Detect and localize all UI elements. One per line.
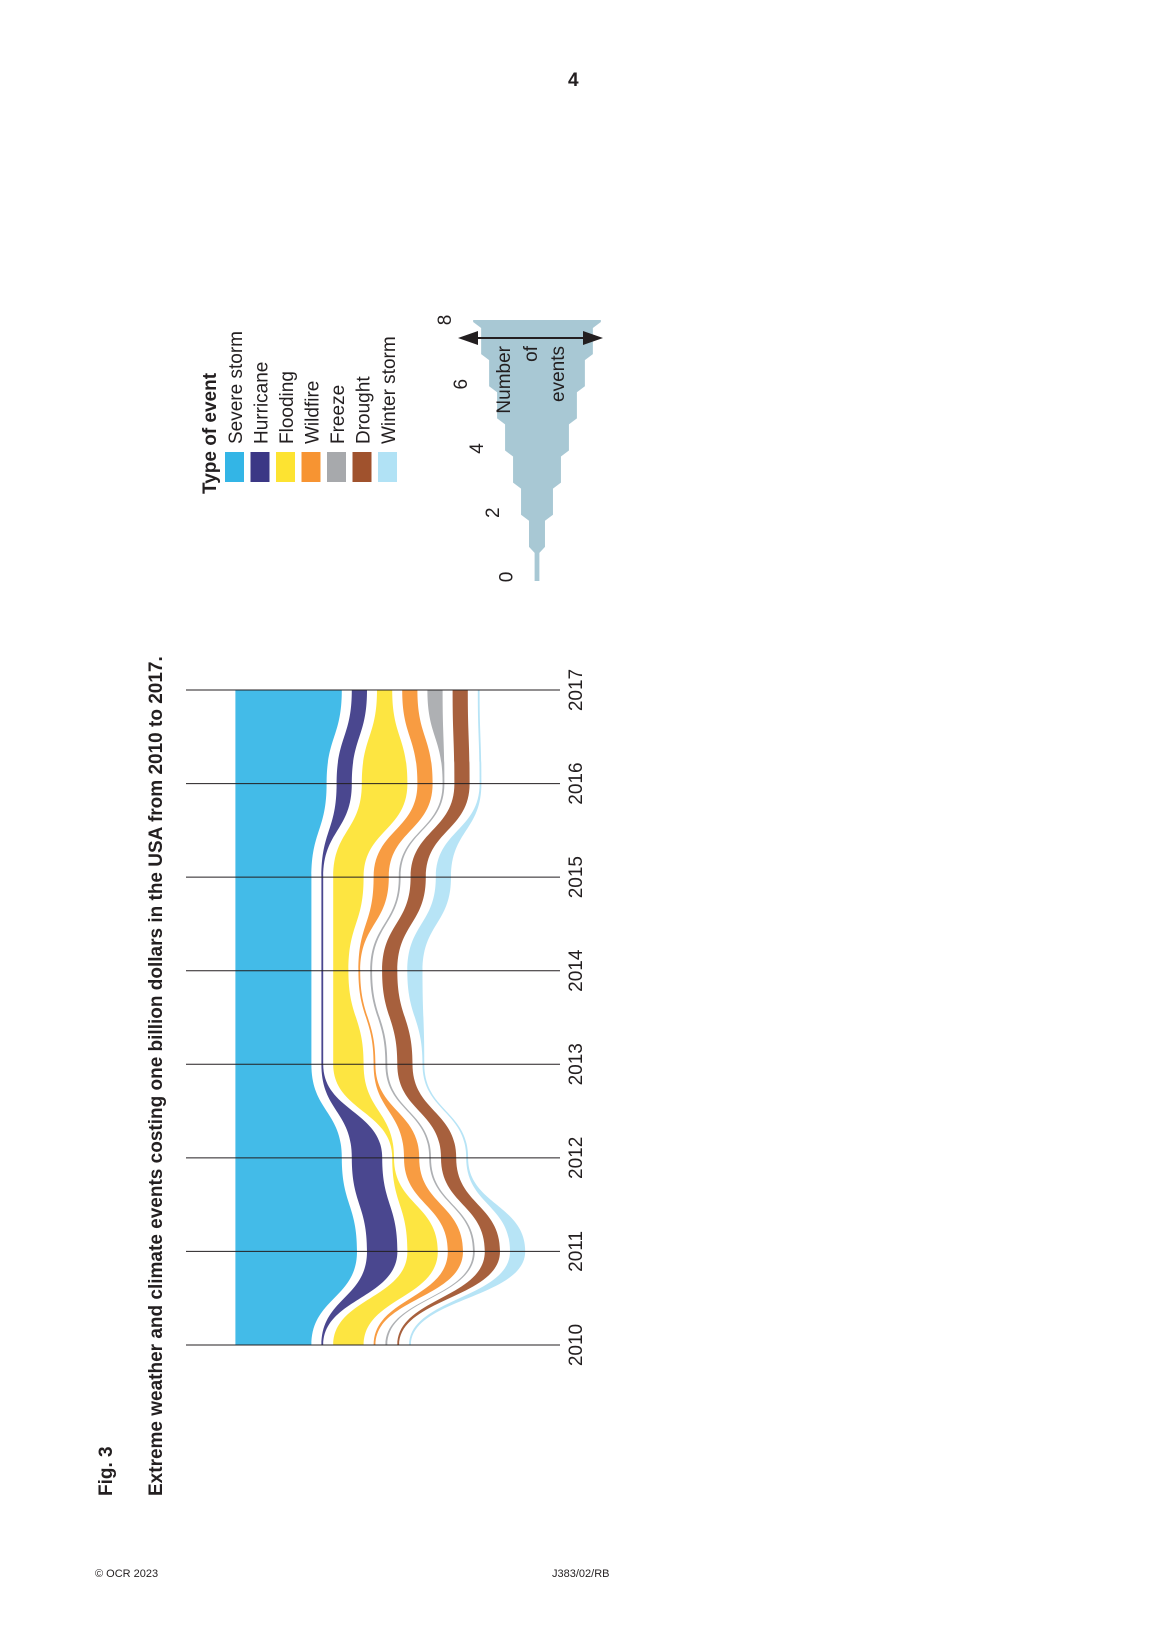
- legend-label-wildfire: Wildfire: [303, 381, 324, 444]
- stream-winter-storm: [407, 690, 526, 1345]
- year-labels: 2010 2011 2012 2013 2014 2015 2016 2017: [566, 669, 587, 1366]
- scale-tick-8: 8: [435, 315, 456, 326]
- footer-copyright: © OCR 2023: [95, 1568, 159, 1580]
- year-label-2015: 2015: [566, 856, 587, 898]
- legend-swatch-severe-storm: [225, 452, 244, 482]
- scale-key-label: Number of events: [494, 345, 569, 413]
- scale-key: 0 2 4 6 8 Number of events: [435, 315, 603, 583]
- legend-swatch-freeze: [327, 452, 346, 482]
- scale-key-ticks: 0 2 4 6 8: [435, 315, 517, 583]
- stream-drought: [382, 690, 500, 1345]
- scale-key-shape: [473, 320, 601, 581]
- legend-label-hurricane: Hurricane: [252, 362, 273, 444]
- scale-tick-2: 2: [483, 507, 504, 518]
- legend-swatch-drought: [352, 452, 372, 482]
- year-label-2013: 2013: [566, 1043, 587, 1085]
- scale-label-line: of: [521, 345, 542, 362]
- footer-paper-code: J383/02/RB: [552, 1568, 610, 1580]
- legend-swatch-hurricane: [250, 452, 270, 482]
- legend-label-freeze: Freeze: [328, 385, 349, 444]
- stream-layers: [235, 690, 526, 1345]
- legend: Type of event Severe storm Hurricane Flood…: [200, 331, 400, 494]
- legend-label-flooding: Flooding: [277, 371, 298, 444]
- year-label-2010: 2010: [566, 1324, 587, 1366]
- year-label-2016: 2016: [566, 762, 587, 804]
- year-label-2014: 2014: [566, 949, 587, 992]
- scale-tick-0: 0: [497, 572, 518, 583]
- legend-label-winter-storm: Winter storm: [379, 336, 400, 444]
- scale-tick-6: 6: [451, 379, 472, 390]
- legend-title: Type of event: [200, 372, 221, 494]
- scale-key-arrow-left-icon: [458, 331, 478, 345]
- page-number: 4: [568, 70, 579, 91]
- year-label-2011: 2011: [566, 1231, 587, 1272]
- scale-label-line: events: [548, 346, 569, 402]
- legend-swatch-flooding: [276, 452, 295, 482]
- scale-label-line: Number: [494, 345, 515, 413]
- year-label-2017: 2017: [566, 669, 587, 711]
- legend-swatch-winter-storm: [378, 452, 397, 482]
- stream-severe-storm: [235, 690, 357, 1345]
- figure-title: Extreme weather and climate events costi…: [146, 656, 167, 1496]
- legend-label-drought: Drought: [354, 376, 375, 444]
- legend-swatch-wildfire: [301, 452, 321, 482]
- stream-flooding: [333, 690, 438, 1345]
- figure-label: Fig. 3: [96, 1446, 117, 1496]
- scale-key-arrow-right-icon: [583, 331, 603, 345]
- legend-label-severe-storm: Severe storm: [226, 331, 247, 444]
- legend-items: Severe storm Hurricane Flooding Wildfire Fre…: [225, 331, 400, 482]
- scale-tick-4: 4: [467, 443, 488, 454]
- stream-wildfire: [358, 690, 463, 1345]
- year-gridlines: [186, 689, 560, 1346]
- year-label-2012: 2012: [566, 1137, 587, 1179]
- stream-hurricane: [321, 690, 398, 1345]
